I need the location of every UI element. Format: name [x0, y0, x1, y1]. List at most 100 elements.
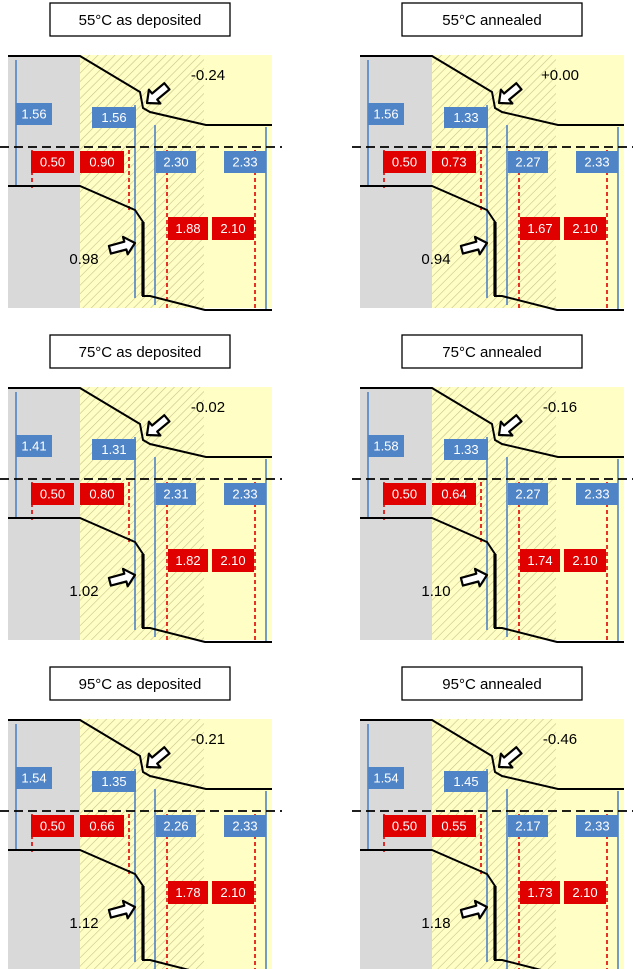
blue-label-4: 2.33 — [224, 815, 266, 837]
red-label-3-text: 1.67 — [527, 221, 552, 236]
red-label-4: 2.10 — [564, 549, 606, 572]
red-label-4-text: 2.10 — [572, 553, 597, 568]
substrate-region — [8, 387, 80, 640]
blue-label-3-box — [156, 483, 196, 505]
red-label-1-text: 0.50 — [40, 155, 65, 170]
red-label-2-text: 0.73 — [441, 155, 466, 170]
blue-label-2: 1.56 — [92, 107, 136, 128]
conduction-band-edge — [8, 387, 272, 458]
bottom-offset-arrow — [459, 567, 489, 588]
red-label-1-text: 0.50 — [392, 487, 417, 502]
bottom-offset-value: 0.98 — [69, 251, 98, 268]
bulk-region — [204, 387, 272, 640]
red-label-3-box — [168, 217, 208, 240]
blue-label-4-text: 2.33 — [584, 487, 609, 502]
red-label-1: 0.50 — [31, 815, 74, 837]
blue-label-3-box — [156, 815, 196, 837]
panel-title-box — [49, 666, 231, 701]
top-offset-value: -0.24 — [191, 67, 225, 84]
red-label-3-box — [520, 217, 560, 240]
red-label-3: 1.78 — [168, 881, 208, 904]
blue-label-2-box — [444, 771, 488, 792]
blue-label-2: 1.35 — [92, 771, 136, 792]
red-label-2-box — [432, 151, 476, 173]
bottom-offset-value: 1.10 — [421, 583, 450, 600]
red-label-3: 1.88 — [168, 217, 208, 240]
blue-label-3-box — [156, 151, 196, 173]
top-offset-value: +0.00 — [541, 67, 579, 84]
red-label-3-text: 1.82 — [175, 553, 200, 568]
bottom-offset-value: 1.18 — [421, 915, 450, 932]
red-label-2-box — [80, 815, 124, 837]
blue-label-1: 1.58 — [368, 435, 404, 457]
blue-label-1: 1.56 — [368, 103, 404, 125]
panel-5: 95°C as deposited 1.54 1.35 2.26 2.33 0.50 0.6… — [0, 666, 282, 969]
red-label-3-box — [520, 549, 560, 572]
blue-label-2-text: 1.45 — [453, 774, 478, 789]
red-label-2: 0.64 — [432, 483, 476, 505]
red-label-1-text: 0.50 — [392, 155, 417, 170]
red-label-4-box — [212, 549, 254, 572]
bulk-region — [556, 55, 624, 308]
blue-label-4-box — [224, 151, 266, 173]
bulk-region — [204, 719, 272, 969]
top-offset-value: -0.46 — [543, 731, 577, 748]
blue-label-3: 2.26 — [156, 815, 196, 837]
substrate-region — [360, 719, 432, 969]
bulk-region — [204, 55, 272, 308]
blue-label-4-box — [224, 815, 266, 837]
bottom-offset-arrow — [459, 235, 489, 256]
blue-label-3: 2.17 — [508, 815, 548, 837]
red-label-2-box — [432, 483, 476, 505]
red-label-4: 2.10 — [212, 549, 254, 572]
top-offset-arrow — [145, 746, 171, 769]
red-label-3: 1.67 — [520, 217, 560, 240]
panel-6: 95°C annealed 1.54 1.45 2.17 2.33 0.50 0.55 1.7… — [352, 666, 633, 969]
red-label-2: 0.73 — [432, 151, 476, 173]
blue-label-3-text: 2.26 — [163, 819, 188, 834]
bottom-offset-arrow — [107, 235, 137, 256]
panel-title: 95°C annealed — [442, 676, 541, 693]
conduction-band-edge — [8, 719, 272, 790]
panel-title-box — [401, 334, 583, 369]
blue-label-1: 1.56 — [16, 103, 52, 125]
red-label-3: 1.73 — [520, 881, 560, 904]
blue-label-1-text: 1.54 — [373, 771, 398, 786]
blue-label-1-box — [368, 767, 404, 789]
panel-title: 55°C annealed — [442, 12, 541, 29]
panel-3: 75°C as deposited 1.41 1.31 2.31 2.33 0.50 0.8… — [0, 334, 282, 643]
substrate-region — [8, 55, 80, 308]
substrate-region — [360, 55, 432, 308]
panel-title: 95°C as deposited — [79, 676, 202, 693]
panel-1: 55°C as deposited 1.56 1.56 2.30 2.33 0.50 0.9… — [0, 2, 282, 311]
blue-label-2-text: 1.56 — [101, 110, 126, 125]
blue-label-2: 1.31 — [92, 439, 136, 460]
blue-label-4-box — [224, 483, 266, 505]
blue-label-1: 1.41 — [16, 435, 52, 457]
blue-label-4-box — [576, 815, 618, 837]
blue-label-1-box — [16, 435, 52, 457]
red-label-4: 2.10 — [564, 881, 606, 904]
blue-label-4-text: 2.33 — [584, 819, 609, 834]
blue-label-1-box — [16, 103, 52, 125]
blue-label-3: 2.30 — [156, 151, 196, 173]
red-label-2: 0.66 — [80, 815, 124, 837]
red-label-1-text: 0.50 — [392, 819, 417, 834]
blue-label-4: 2.33 — [224, 483, 266, 505]
panel-title-box — [401, 2, 583, 37]
blue-label-1-box — [368, 103, 404, 125]
blue-label-1: 1.54 — [368, 767, 404, 789]
blue-label-2: 1.33 — [444, 439, 488, 460]
panel-title-box — [49, 2, 231, 37]
red-label-1: 0.50 — [383, 151, 426, 173]
conduction-band-edge — [360, 55, 624, 126]
blue-label-4-text: 2.33 — [232, 155, 257, 170]
blue-label-2-text: 1.33 — [453, 110, 478, 125]
blue-label-3: 2.27 — [508, 151, 548, 173]
blue-label-4: 2.33 — [224, 151, 266, 173]
red-label-4: 2.10 — [564, 217, 606, 240]
blue-label-3: 2.27 — [508, 483, 548, 505]
red-label-1-box — [383, 151, 426, 173]
red-label-3: 1.82 — [168, 549, 208, 572]
blue-label-1-box — [16, 767, 52, 789]
